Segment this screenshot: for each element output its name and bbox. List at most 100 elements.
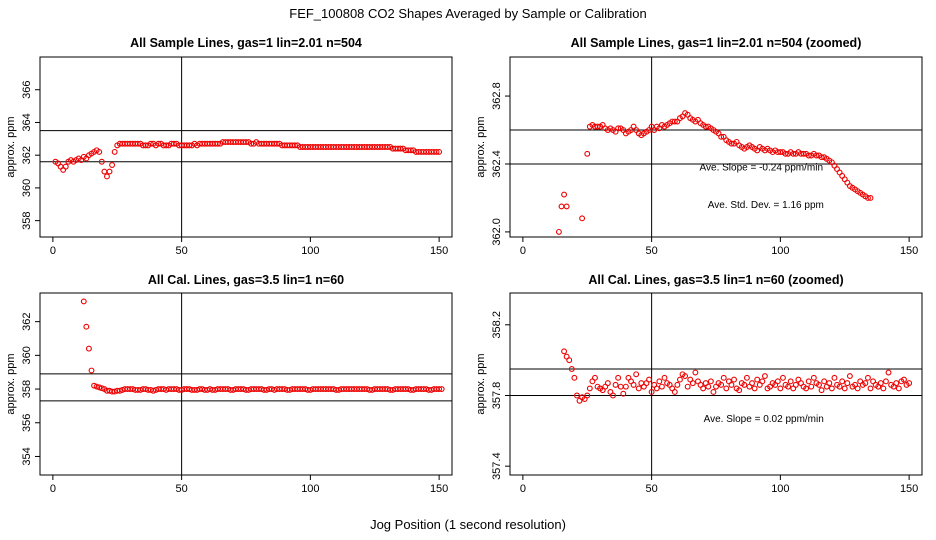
data-point — [836, 383, 843, 390]
y-tick-label: 354 — [21, 447, 33, 465]
data-point — [718, 133, 725, 140]
data-point — [689, 380, 696, 387]
data-point — [710, 389, 717, 395]
data-point — [615, 125, 622, 132]
data-point — [702, 123, 709, 130]
y-tick-label: 360 — [21, 346, 33, 364]
data-point — [633, 371, 640, 378]
x-tick-label: 100 — [301, 245, 319, 257]
data-point — [805, 152, 812, 159]
data-point — [818, 154, 825, 161]
data-point — [147, 140, 154, 147]
data-point — [839, 378, 846, 385]
data-point — [723, 385, 730, 392]
data-point — [57, 163, 64, 170]
data-point — [558, 203, 565, 210]
plot-frame — [39, 292, 453, 476]
plot-frame — [39, 56, 453, 238]
panel-3: All Cal. Lines, gas=3.5 lin=1 n=60 0 50 100… — [5, 273, 453, 495]
data-point — [867, 385, 874, 392]
y-tick-label: 356 — [21, 414, 33, 432]
data-point — [676, 376, 683, 383]
data-point — [844, 380, 851, 387]
data-point — [661, 374, 668, 381]
data-point — [615, 374, 622, 381]
data-point — [646, 376, 652, 383]
data-point — [584, 392, 591, 399]
x-tick-label: 50 — [176, 245, 188, 257]
data-point — [584, 150, 591, 157]
data-point — [96, 148, 103, 155]
data-point — [571, 374, 578, 381]
data-point — [561, 191, 568, 198]
data-point — [761, 373, 768, 379]
data-point — [273, 140, 280, 147]
data-point — [707, 378, 714, 385]
data-point — [867, 194, 874, 201]
data-point — [882, 378, 889, 385]
data-point — [60, 166, 67, 173]
data-point — [862, 380, 869, 387]
data-point — [243, 139, 249, 146]
data-point — [397, 145, 404, 152]
data-point — [749, 380, 755, 387]
data-point — [93, 383, 100, 390]
x-tick-label: 0 — [520, 483, 526, 495]
data-point — [436, 148, 443, 155]
y-tick-label: 362.8 — [491, 82, 503, 110]
data-point — [620, 390, 627, 397]
data-point — [751, 385, 758, 392]
data-point — [895, 385, 902, 392]
data-point — [656, 378, 663, 385]
y-tick-label: 358 — [21, 211, 33, 229]
panel-title: All Cal. Lines, gas=3.5 lin=1 n=60 — [148, 273, 344, 287]
data-point — [779, 374, 786, 381]
data-point — [111, 148, 118, 155]
data-point — [826, 380, 833, 387]
data-point — [893, 380, 900, 387]
data-point — [83, 323, 90, 330]
data-point — [214, 140, 221, 147]
data-point — [438, 386, 445, 393]
data-point — [658, 383, 665, 390]
data-point — [563, 203, 570, 210]
data-point — [671, 118, 678, 125]
data-point — [101, 168, 108, 175]
data-point — [561, 348, 568, 355]
data-point — [617, 383, 624, 390]
y-tick-label: 364 — [21, 113, 33, 131]
x-tick-label: 100 — [771, 483, 789, 495]
data-point — [885, 369, 892, 376]
data-point — [731, 376, 737, 383]
data-point — [810, 374, 817, 381]
data-point — [906, 380, 913, 387]
data-point — [150, 387, 157, 394]
data-point — [777, 149, 784, 156]
data-point — [98, 158, 105, 165]
data-point — [134, 140, 141, 147]
x-tick-label: 150 — [430, 245, 448, 257]
data-point — [864, 374, 871, 381]
panel-title: All Sample Lines, gas=1 lin=2.01 n=504 (… — [571, 36, 862, 50]
data-point — [573, 392, 580, 399]
data-point — [700, 385, 707, 392]
data-point — [705, 383, 712, 390]
y-tick-label: 357.4 — [491, 452, 503, 480]
data-point — [291, 142, 298, 149]
data-point — [407, 147, 414, 154]
data-point — [818, 387, 825, 394]
data-point — [248, 140, 255, 147]
data-point — [808, 383, 815, 390]
data-point — [854, 385, 861, 392]
data-point — [720, 374, 727, 381]
data-point — [186, 142, 193, 149]
data-point — [774, 378, 781, 385]
annotation: Ave. Slope = 0.02 ppm/min — [704, 414, 824, 425]
data-point — [91, 382, 98, 389]
data-point — [96, 384, 103, 391]
annotation: Ave. Slope = -0.24 ppm/min — [700, 162, 824, 173]
data-point — [109, 162, 116, 168]
data-point — [436, 386, 443, 393]
data-point — [718, 381, 725, 388]
